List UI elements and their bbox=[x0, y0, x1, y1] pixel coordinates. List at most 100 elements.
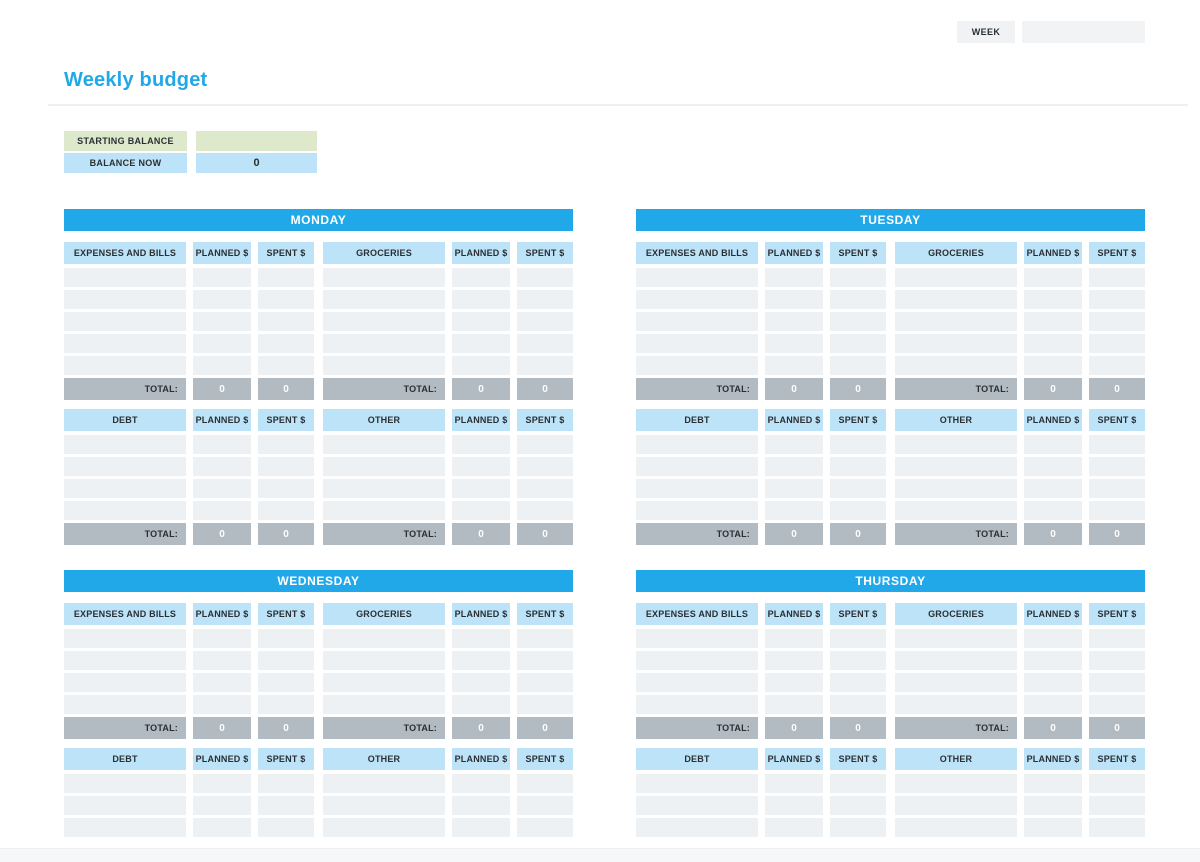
spent-cell[interactable] bbox=[1089, 774, 1145, 793]
planned-cell[interactable] bbox=[765, 774, 823, 793]
item-name-cell[interactable] bbox=[323, 796, 445, 815]
spent-cell[interactable] bbox=[830, 629, 886, 648]
item-name-cell[interactable] bbox=[323, 818, 445, 837]
planned-cell[interactable] bbox=[193, 651, 251, 670]
planned-cell[interactable] bbox=[765, 356, 823, 375]
item-name-cell[interactable] bbox=[636, 796, 758, 815]
item-name-cell[interactable] bbox=[895, 356, 1017, 375]
planned-cell[interactable] bbox=[1024, 268, 1082, 287]
item-name-cell[interactable] bbox=[323, 268, 445, 287]
planned-cell[interactable] bbox=[193, 290, 251, 309]
spent-cell[interactable] bbox=[830, 290, 886, 309]
planned-cell[interactable] bbox=[193, 796, 251, 815]
planned-cell[interactable] bbox=[1024, 774, 1082, 793]
planned-cell[interactable] bbox=[193, 695, 251, 714]
spent-cell[interactable] bbox=[1089, 334, 1145, 353]
spent-cell[interactable] bbox=[517, 651, 573, 670]
item-name-cell[interactable] bbox=[64, 435, 186, 454]
spent-cell[interactable] bbox=[830, 818, 886, 837]
spent-cell[interactable] bbox=[517, 501, 573, 520]
spent-cell[interactable] bbox=[1089, 695, 1145, 714]
item-name-cell[interactable] bbox=[323, 457, 445, 476]
item-name-cell[interactable] bbox=[323, 479, 445, 498]
item-name-cell[interactable] bbox=[636, 457, 758, 476]
item-name-cell[interactable] bbox=[895, 334, 1017, 353]
spent-cell[interactable] bbox=[258, 457, 314, 476]
item-name-cell[interactable] bbox=[64, 818, 186, 837]
starting-balance-value-cell[interactable] bbox=[196, 131, 317, 151]
item-name-cell[interactable] bbox=[323, 435, 445, 454]
planned-cell[interactable] bbox=[452, 479, 510, 498]
spent-cell[interactable] bbox=[1089, 629, 1145, 648]
planned-cell[interactable] bbox=[765, 479, 823, 498]
spent-cell[interactable] bbox=[258, 435, 314, 454]
planned-cell[interactable] bbox=[452, 268, 510, 287]
spent-cell[interactable] bbox=[258, 629, 314, 648]
planned-cell[interactable] bbox=[193, 774, 251, 793]
planned-cell[interactable] bbox=[452, 290, 510, 309]
item-name-cell[interactable] bbox=[636, 673, 758, 692]
planned-cell[interactable] bbox=[452, 629, 510, 648]
planned-cell[interactable] bbox=[452, 334, 510, 353]
item-name-cell[interactable] bbox=[636, 774, 758, 793]
planned-cell[interactable] bbox=[452, 673, 510, 692]
item-name-cell[interactable] bbox=[636, 356, 758, 375]
planned-cell[interactable] bbox=[765, 651, 823, 670]
item-name-cell[interactable] bbox=[64, 501, 186, 520]
item-name-cell[interactable] bbox=[323, 334, 445, 353]
item-name-cell[interactable] bbox=[636, 651, 758, 670]
planned-cell[interactable] bbox=[765, 629, 823, 648]
spent-cell[interactable] bbox=[830, 673, 886, 692]
planned-cell[interactable] bbox=[765, 695, 823, 714]
spent-cell[interactable] bbox=[258, 695, 314, 714]
week-value-cell[interactable] bbox=[1022, 21, 1145, 43]
item-name-cell[interactable] bbox=[895, 673, 1017, 692]
item-name-cell[interactable] bbox=[895, 629, 1017, 648]
planned-cell[interactable] bbox=[193, 629, 251, 648]
planned-cell[interactable] bbox=[1024, 435, 1082, 454]
planned-cell[interactable] bbox=[765, 290, 823, 309]
planned-cell[interactable] bbox=[765, 435, 823, 454]
spent-cell[interactable] bbox=[517, 479, 573, 498]
item-name-cell[interactable] bbox=[64, 695, 186, 714]
item-name-cell[interactable] bbox=[64, 479, 186, 498]
item-name-cell[interactable] bbox=[64, 796, 186, 815]
planned-cell[interactable] bbox=[1024, 290, 1082, 309]
item-name-cell[interactable] bbox=[895, 651, 1017, 670]
planned-cell[interactable] bbox=[765, 268, 823, 287]
planned-cell[interactable] bbox=[1024, 796, 1082, 815]
spent-cell[interactable] bbox=[258, 673, 314, 692]
item-name-cell[interactable] bbox=[636, 479, 758, 498]
item-name-cell[interactable] bbox=[636, 818, 758, 837]
spent-cell[interactable] bbox=[830, 356, 886, 375]
spent-cell[interactable] bbox=[517, 796, 573, 815]
spent-cell[interactable] bbox=[517, 435, 573, 454]
spent-cell[interactable] bbox=[258, 268, 314, 287]
spent-cell[interactable] bbox=[517, 629, 573, 648]
item-name-cell[interactable] bbox=[323, 673, 445, 692]
planned-cell[interactable] bbox=[765, 457, 823, 476]
item-name-cell[interactable] bbox=[323, 774, 445, 793]
spent-cell[interactable] bbox=[517, 334, 573, 353]
spent-cell[interactable] bbox=[1089, 312, 1145, 331]
item-name-cell[interactable] bbox=[895, 818, 1017, 837]
item-name-cell[interactable] bbox=[895, 457, 1017, 476]
item-name-cell[interactable] bbox=[64, 629, 186, 648]
item-name-cell[interactable] bbox=[895, 312, 1017, 331]
item-name-cell[interactable] bbox=[64, 268, 186, 287]
spent-cell[interactable] bbox=[830, 774, 886, 793]
item-name-cell[interactable] bbox=[895, 435, 1017, 454]
spent-cell[interactable] bbox=[517, 673, 573, 692]
spent-cell[interactable] bbox=[517, 774, 573, 793]
item-name-cell[interactable] bbox=[64, 312, 186, 331]
spent-cell[interactable] bbox=[830, 457, 886, 476]
planned-cell[interactable] bbox=[193, 479, 251, 498]
spent-cell[interactable] bbox=[830, 796, 886, 815]
planned-cell[interactable] bbox=[765, 673, 823, 692]
spent-cell[interactable] bbox=[1089, 501, 1145, 520]
planned-cell[interactable] bbox=[1024, 818, 1082, 837]
item-name-cell[interactable] bbox=[64, 356, 186, 375]
spent-cell[interactable] bbox=[1089, 457, 1145, 476]
planned-cell[interactable] bbox=[1024, 457, 1082, 476]
spent-cell[interactable] bbox=[258, 774, 314, 793]
